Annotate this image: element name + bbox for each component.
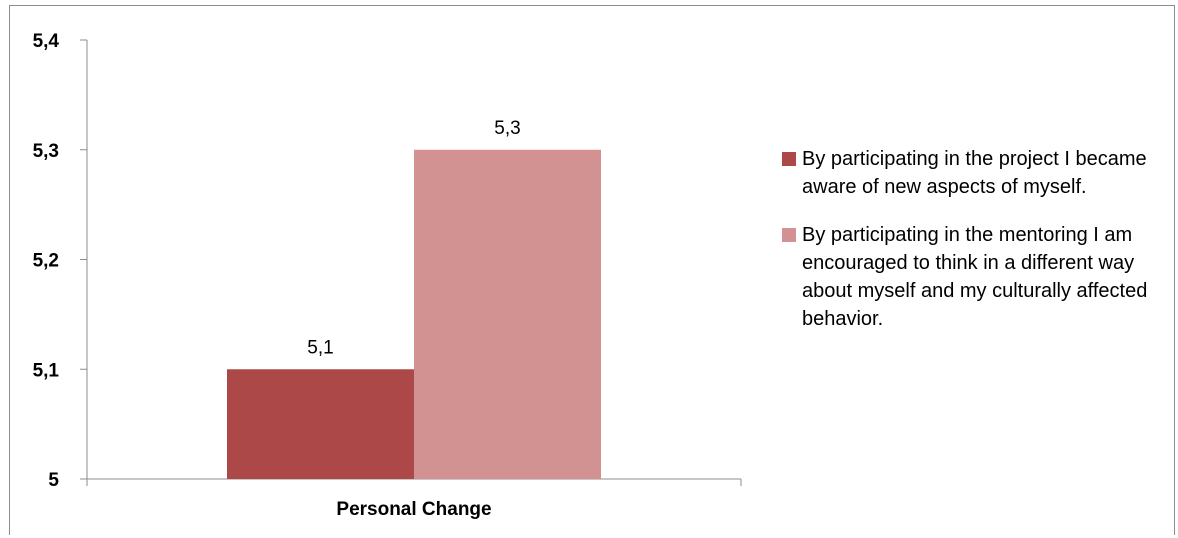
legend-item-series-1: By participating in the project I became… — [782, 145, 1162, 201]
chart-legend: By participating in the project I became… — [782, 145, 1162, 353]
legend-label-series-2: By participating in the mentoring I am e… — [802, 224, 1148, 330]
legend-item-series-2: By participating in the mentoring I am e… — [782, 221, 1162, 333]
category-label: Personal Change — [336, 499, 491, 520]
legend-swatch-series-2 — [782, 228, 796, 242]
bar-series-1 — [227, 369, 414, 479]
chart-labels: 5,1 5,3 Personal Change — [307, 118, 520, 520]
data-label-series-2: 5,3 — [494, 118, 520, 139]
legend-swatch-series-1 — [782, 152, 796, 166]
bar-series-2 — [414, 149, 601, 479]
chart-frame — [9, 5, 1175, 535]
data-label-series-1: 5,1 — [307, 337, 333, 358]
chart-bars — [227, 149, 601, 479]
legend-label-series-1: By participating in the project I became… — [802, 148, 1147, 198]
y-tick-label: 5,3 — [33, 141, 59, 162]
y-tick-label: 5,4 — [33, 31, 60, 52]
y-tick-label: 5,2 — [33, 251, 59, 272]
chart-axes: 5 5,1 5,2 5,3 5,4 — [33, 31, 742, 491]
y-tick-label: 5,1 — [33, 360, 60, 381]
y-tick-label: 5 — [48, 470, 59, 491]
